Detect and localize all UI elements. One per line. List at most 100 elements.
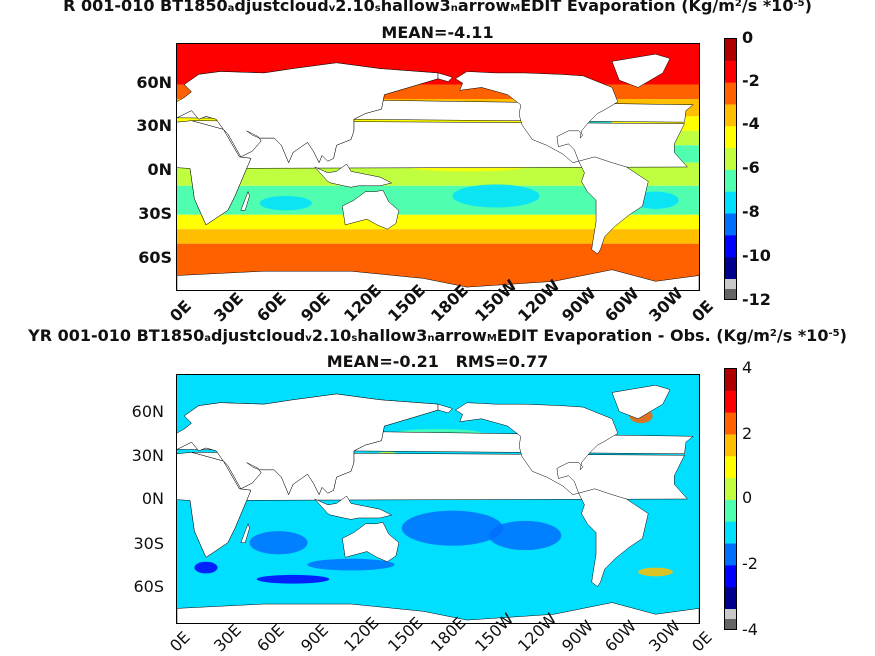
colorbar-segment — [725, 587, 736, 610]
colorbar-segment — [725, 257, 736, 280]
stats-label-bottom: MEAN=-0.21 RMS=0.77 — [326, 352, 549, 371]
north-america-land — [455, 71, 617, 162]
south-america-land — [579, 489, 649, 587]
colorbar-segment — [725, 619, 736, 629]
map-title-bottom: YR 001-010 BT1850adjustcloudv2.10shallow… — [28, 326, 847, 345]
lon-label: 0E — [688, 296, 718, 326]
colorbar-segment — [725, 235, 736, 258]
colorbar-label: -4 — [742, 114, 760, 133]
north-america-land — [455, 403, 617, 495]
colorbar-segment — [725, 543, 736, 566]
colorbar-gradient — [725, 369, 736, 629]
lat-label: 60S — [133, 577, 164, 596]
madagascar-land — [241, 192, 250, 211]
colorbar-bottom — [724, 368, 737, 630]
lat-label: 30N — [131, 446, 164, 465]
colorbar-label: -10 — [742, 246, 771, 265]
africa-land-wrap — [177, 121, 251, 225]
colorbar-segment — [725, 60, 736, 84]
colorbar-label: -4 — [742, 620, 758, 639]
lat-label: 30N — [136, 116, 172, 135]
lon-label: 60E — [253, 620, 288, 656]
antarctica-land — [177, 270, 699, 290]
evaporation-field-svg — [177, 44, 699, 290]
field-feature — [488, 520, 562, 551]
difference-field-svg — [177, 375, 699, 623]
colorbar-label: -2 — [742, 71, 760, 90]
evaporation-map — [176, 43, 700, 291]
indonesia-land — [315, 164, 392, 187]
colorbar-label: -12 — [742, 290, 771, 309]
lon-label: 90E — [296, 288, 334, 326]
lat-label: 0N — [147, 160, 172, 179]
field-feature — [256, 574, 330, 584]
colorbar-segment — [725, 104, 736, 127]
field-feature — [452, 184, 540, 208]
field-feature — [249, 531, 308, 555]
colorbar-label: 2 — [742, 424, 753, 443]
lat-label: 60N — [136, 73, 172, 92]
colorbar-segment — [725, 565, 736, 588]
mean-label-top: MEAN=-4.11 — [381, 23, 494, 42]
field-feature — [401, 510, 504, 546]
lat-label: 30S — [133, 534, 164, 553]
madagascar-land — [241, 524, 250, 543]
colorbar-segment — [725, 390, 736, 414]
colorbar-segment — [725, 412, 736, 435]
colorbar-segment — [725, 169, 736, 193]
south-america-land — [579, 157, 649, 254]
colorbar-label: 0 — [742, 488, 753, 507]
field-feature — [307, 558, 395, 571]
europe-asia-land-wrap — [177, 394, 438, 495]
europe-asia-land-wrap — [177, 63, 438, 163]
indonesia-land — [315, 496, 392, 519]
field-band — [177, 229, 699, 244]
antarctica-land — [177, 603, 699, 623]
colorbar-segment — [725, 191, 736, 215]
colorbar-segment — [725, 148, 736, 171]
colorbar-segment — [725, 456, 736, 479]
lon-label: 0E — [688, 627, 716, 656]
map-title-top: R 001-010 BT1850adjustcloudv2.10shallow3… — [63, 0, 812, 15]
difference-map — [176, 374, 700, 624]
greenland-land — [612, 54, 670, 87]
lat-label: 60N — [131, 402, 164, 421]
field-band — [177, 214, 699, 230]
field-feature — [259, 195, 312, 211]
field-band — [177, 162, 699, 186]
colorbar-segment — [725, 478, 736, 501]
colorbar-segment — [725, 434, 736, 457]
colorbar-segment — [725, 289, 736, 299]
colorbar-label: -2 — [742, 554, 758, 573]
colorbar-segment — [725, 126, 736, 149]
lon-label: 0E — [166, 627, 194, 656]
colorbar-segment — [725, 609, 736, 619]
colorbar-segment — [725, 369, 736, 392]
chukotka-land — [438, 404, 453, 413]
lon-label: 60E — [253, 288, 290, 326]
field-feature — [638, 567, 673, 577]
colorbar-label: 0 — [742, 28, 754, 47]
colorbar-segment — [725, 279, 736, 289]
colorbar-segment — [725, 39, 736, 62]
field-feature — [194, 561, 218, 574]
colorbar-label: -6 — [742, 158, 760, 177]
colorbar-segment — [725, 213, 736, 236]
lat-label: 0N — [141, 489, 164, 508]
colorbar-gradient — [725, 39, 736, 299]
australia-land — [342, 190, 399, 229]
colorbar-segment — [725, 499, 736, 523]
colorbar-label: -8 — [742, 202, 760, 221]
lat-label: 30S — [138, 204, 172, 223]
africa-land-wrap — [177, 452, 251, 557]
lon-label: 30E — [209, 620, 245, 656]
colorbar-top — [724, 38, 737, 300]
lon-label: 30E — [209, 288, 247, 326]
colorbar-segment — [725, 521, 736, 545]
lat-label: 60S — [138, 248, 172, 267]
lon-label: 90E — [296, 620, 332, 656]
chukotka-land — [438, 73, 453, 82]
greenland-land — [612, 385, 670, 419]
lon-label: 0E — [166, 296, 196, 326]
colorbar-segment — [725, 82, 736, 105]
